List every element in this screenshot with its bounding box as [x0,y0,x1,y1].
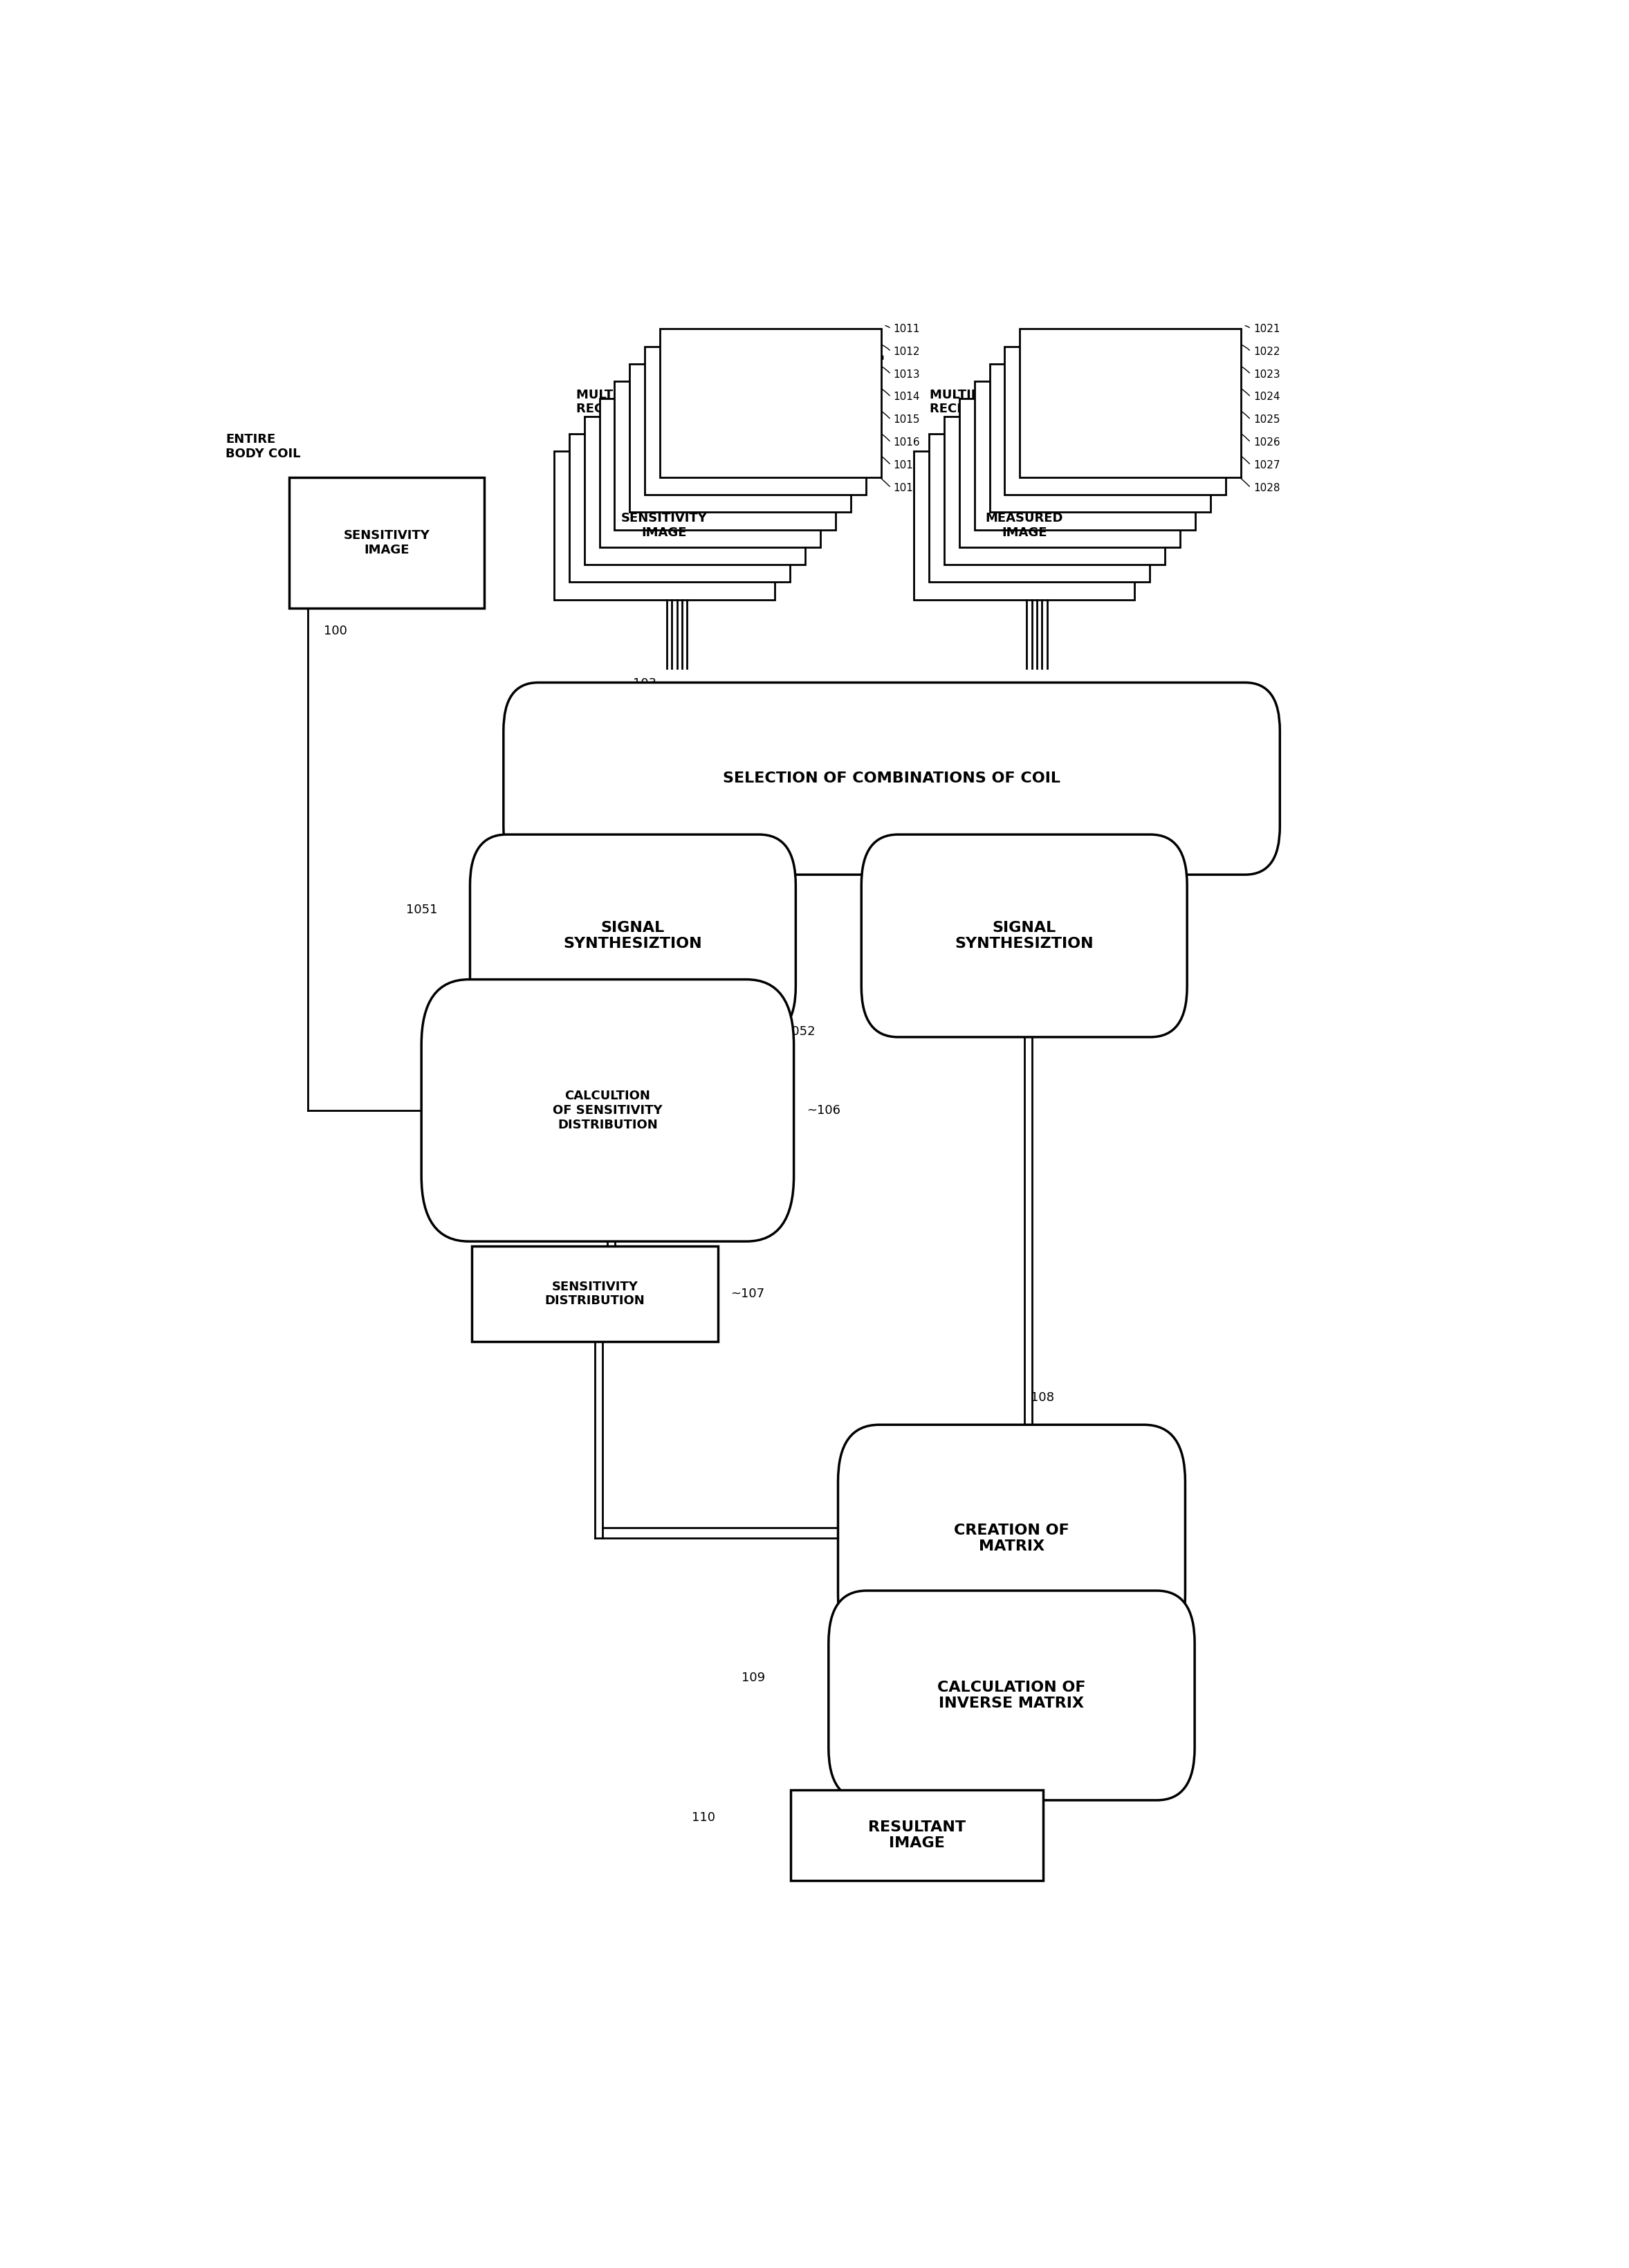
Bar [599,399,821,547]
Text: MEASURED
IMAGE: MEASURED IMAGE [986,513,1064,540]
Bar [472,1245,718,1343]
Bar [614,381,836,531]
FancyBboxPatch shape [471,835,795,1036]
Text: CREATION OF
MATRIX: CREATION OF MATRIX [955,1524,1069,1554]
Text: SENSITIVITY
IMAGE: SENSITIVITY IMAGE [621,513,707,540]
Bar [959,399,1179,547]
FancyBboxPatch shape [829,1590,1194,1801]
Bar [1020,329,1241,476]
Text: ~1041: ~1041 [645,832,687,846]
Text: ENTIRE
BODY COIL: ENTIRE BODY COIL [226,433,301,460]
Text: ~1042: ~1042 [1038,832,1078,846]
Text: CALCULTION
OF SENSITIVITY
DISTRIBUTION: CALCULTION OF SENSITIVITY DISTRIBUTION [552,1091,663,1132]
Text: 1018: 1018 [894,483,920,492]
Text: 1051: 1051 [406,903,438,916]
Text: 1027: 1027 [1253,460,1280,469]
Bar [660,329,881,476]
Bar [288,476,484,608]
Text: SENSITIVITY
DISTRIBUTION: SENSITIVITY DISTRIBUTION [546,1281,645,1306]
Bar [929,433,1150,583]
Bar [554,451,775,599]
Text: SIGNAL
SYNTHESIZTION: SIGNAL SYNTHESIZTION [955,921,1093,950]
Text: 1016: 1016 [894,438,920,447]
Text: 1024: 1024 [1253,392,1280,401]
Text: 1015: 1015 [894,415,920,424]
Text: 100: 100 [324,626,347,637]
FancyBboxPatch shape [503,683,1280,875]
Text: ~107: ~107 [731,1288,764,1300]
Text: 1021: 1021 [1253,324,1280,333]
Bar [989,363,1210,513]
Bar [974,381,1196,531]
Text: SENSITIVITY
IMAGE: SENSITIVITY IMAGE [344,528,430,556]
Text: FIG.1: FIG.1 [784,333,886,367]
Text: SELECTION OF COMBINATIONS OF COIL: SELECTION OF COMBINATIONS OF COIL [723,771,1060,785]
Bar [914,451,1135,599]
FancyBboxPatch shape [422,980,793,1241]
Bar [585,417,805,565]
Text: 1025: 1025 [1253,415,1280,424]
Text: 103: 103 [632,678,656,689]
Text: MULTIPLE RF
RECEIVING COIL: MULTIPLE RF RECEIVING COIL [577,388,687,415]
Text: 1014: 1014 [894,392,920,401]
Text: 1012: 1012 [894,347,920,356]
Text: 1011: 1011 [894,324,920,333]
Text: SIGNAL
SYNTHESIZTION: SIGNAL SYNTHESIZTION [564,921,702,950]
Text: 1022: 1022 [1253,347,1280,356]
Text: 1013: 1013 [894,370,920,379]
Text: CALCULATION OF
INVERSE MATRIX: CALCULATION OF INVERSE MATRIX [937,1681,1087,1710]
Text: 110: 110 [691,1812,715,1823]
Bar [630,363,850,513]
Text: ~106: ~106 [806,1105,841,1116]
Bar [1005,347,1225,494]
Text: 1023: 1023 [1253,370,1280,379]
Bar [569,433,790,583]
Bar [790,1789,1043,1880]
FancyBboxPatch shape [862,835,1188,1036]
FancyBboxPatch shape [837,1424,1186,1651]
Text: 1026: 1026 [1253,438,1280,447]
Text: 1028: 1028 [1253,483,1280,492]
Text: RESULTANT
IMAGE: RESULTANT IMAGE [868,1821,966,1851]
Text: 108: 108 [1031,1390,1054,1404]
Text: 109: 109 [741,1672,766,1685]
Bar [645,347,865,494]
Text: 1017: 1017 [894,460,920,469]
Bar [945,417,1165,565]
Text: MULTIPLE RF
RECEIVING COIL: MULTIPLE RF RECEIVING COIL [930,388,1041,415]
Text: 1052: 1052 [784,1025,814,1039]
